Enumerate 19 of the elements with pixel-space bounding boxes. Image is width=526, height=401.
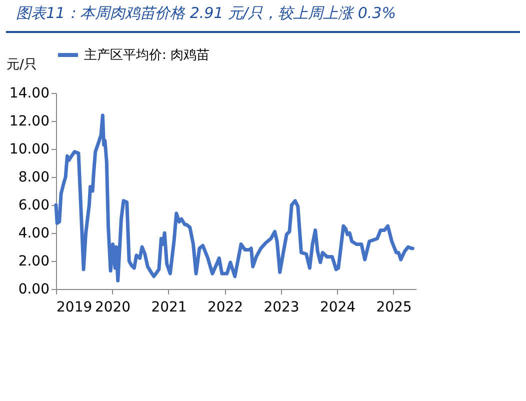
x-tick-label: 2022 (207, 300, 244, 316)
x-tick-label: 2025 (376, 300, 412, 316)
y-tick-label: 8.00 (18, 170, 50, 186)
x-tick-label: 2023 (264, 300, 300, 316)
legend-label: 主产区平均价: 肉鸡苗 (84, 47, 210, 63)
x-tick-label: 2024 (320, 300, 356, 316)
line-series (54, 114, 414, 282)
y-tick-label: 14.00 (9, 86, 50, 102)
x-tick-label: 2019 (56, 300, 92, 316)
x-tick-label: 2020 (94, 300, 131, 316)
y-tick-label: 2.00 (18, 254, 50, 270)
y-tick-label: 12.00 (9, 114, 50, 130)
y-tick-label: 4.00 (18, 226, 50, 242)
y-tick-label: 0.00 (18, 282, 50, 298)
y-tick-label: 6.00 (18, 198, 50, 214)
x-tick-label: 2021 (151, 300, 187, 316)
chart-title: 图表11：本周肉鸡苗价格 2.91 元/只，较上周上涨 0.3% (6, 4, 520, 33)
y-axis-title: 元/只 (6, 58, 37, 72)
y-tick-label: 10.00 (9, 142, 50, 158)
